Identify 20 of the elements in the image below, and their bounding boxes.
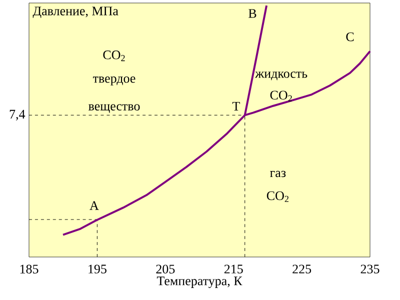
- x-tick-label: 215: [224, 264, 243, 274]
- annotation: жидкость: [255, 72, 308, 80]
- x-tick-label: 225: [292, 264, 312, 274]
- x-tick-label: 195: [88, 264, 106, 274]
- annotation: C: [346, 32, 354, 42]
- text: 7,4: [10, 110, 26, 120]
- annotation: A: [90, 201, 99, 210]
- x-axis-title: Температура, К: [156, 276, 242, 288]
- annotation: CO$_{2}$: [103, 50, 125, 62]
- x-tick-label: 185: [20, 264, 38, 274]
- annotation: T: [232, 102, 240, 110]
- annotation: газ: [270, 170, 286, 178]
- annotation: твердое: [92, 76, 136, 86]
- x-tick-label: 205: [156, 264, 175, 274]
- annotation: CO$_{2}$: [270, 90, 292, 102]
- y-axis-title: Давление, МПа: [32, 6, 118, 18]
- annotation: вещество: [88, 104, 140, 114]
- annotation: B: [248, 9, 256, 18]
- annotation: CO$_{2}$: [266, 191, 288, 202]
- x-tick-label: 235: [360, 264, 380, 274]
